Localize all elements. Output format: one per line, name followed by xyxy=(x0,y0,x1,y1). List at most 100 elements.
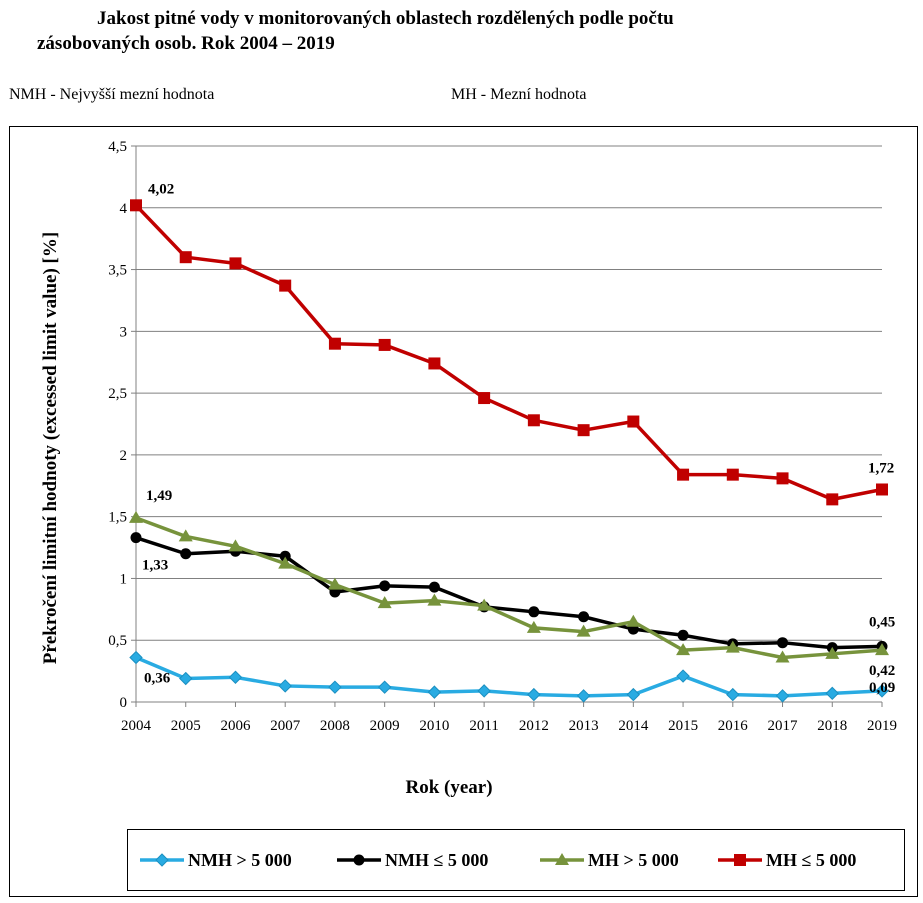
x-tick-label-9: 2013 xyxy=(569,718,599,734)
series-line-mh-small xyxy=(134,204,883,502)
point-nmh-small-2012 xyxy=(528,606,540,618)
point-mh-large-2007 xyxy=(278,556,293,569)
point-mh-small-2009 xyxy=(378,338,391,351)
series-mh-large xyxy=(135,516,883,660)
x-tick-label-7: 2011 xyxy=(469,718,498,734)
point-nmh-large-2009 xyxy=(377,680,392,694)
x-tick-label-2: 2006 xyxy=(220,718,251,734)
point-nmh-large-2019 xyxy=(875,684,889,698)
legend-label-mh-small: MH ≤ 5 000 xyxy=(766,850,856,870)
point-mh-large-2006 xyxy=(228,539,243,552)
x-tick-label-5: 2009 xyxy=(370,718,400,734)
point-mh-large-2018 xyxy=(825,646,840,659)
point-nmh-small-2017 xyxy=(777,637,789,649)
x-tick-label-12: 2016 xyxy=(718,718,749,734)
point-nmh-large-2016 xyxy=(726,687,740,702)
y-axis-label: Překročení limitní hodnoty (excessed lim… xyxy=(40,232,61,664)
point-mh-small-2005 xyxy=(179,251,192,264)
y-tick-label-1: 0,5 xyxy=(108,633,127,649)
x-tick-label-13: 2017 xyxy=(768,718,799,734)
point-mh-small-2011 xyxy=(478,392,491,405)
data-label-7: 0,09 xyxy=(869,680,895,696)
data-label-2: 1,49 xyxy=(146,488,172,504)
point-nmh-large-2007 xyxy=(278,679,292,693)
point-mh-large-2008 xyxy=(327,577,342,590)
point-nmh-small-2007 xyxy=(279,550,291,562)
point-nmh-large-2015 xyxy=(676,669,690,683)
y-tick-label-5: 2,5 xyxy=(108,386,127,402)
point-nmh-large-2012 xyxy=(527,687,541,702)
point-mh-small-2006 xyxy=(229,257,242,270)
point-mh-small-2013 xyxy=(577,424,590,437)
point-mh-large-2012 xyxy=(526,620,541,633)
point-mh-large-2011 xyxy=(477,598,492,611)
x-tick-label-10: 2014 xyxy=(618,718,649,734)
point-mh-large-2005 xyxy=(178,529,193,542)
point-mh-large-2019 xyxy=(875,643,889,656)
point-mh-small-2019 xyxy=(876,483,888,496)
point-nmh-large-2011 xyxy=(477,684,491,698)
point-mh-small-2010 xyxy=(428,357,441,370)
data-label-5: 0,45 xyxy=(869,614,895,630)
series-nmh-large xyxy=(135,655,883,698)
point-nmh-small-2010 xyxy=(428,581,440,593)
x-tick-label-14: 2018 xyxy=(817,718,847,734)
chart-title-line2: zásobovaných osob. Rok 2004 – 2019 xyxy=(37,33,335,54)
point-nmh-large-2006 xyxy=(228,670,243,684)
point-mh-large-2014 xyxy=(626,614,641,627)
point-nmh-large-2014 xyxy=(626,687,641,702)
x-tick-label-11: 2015 xyxy=(668,718,698,734)
point-nmh-large-2008 xyxy=(328,680,342,694)
legend-box xyxy=(127,829,905,891)
data-label-6: 0,42 xyxy=(869,663,895,679)
x-tick-label-4: 2008 xyxy=(320,718,350,734)
y-tick-label-8: 4 xyxy=(120,201,128,217)
point-nmh-large-2010 xyxy=(427,685,442,699)
point-nmh-large-2017 xyxy=(775,689,790,703)
point-mh-large-2004 xyxy=(129,510,143,523)
legend-marker-mh-large xyxy=(555,853,569,865)
point-mh-small-2016 xyxy=(726,468,739,481)
chart-title-line1: Jakost pitné vody v monitorovaných oblas… xyxy=(97,8,674,29)
legend-marker-mh-small xyxy=(734,854,746,866)
point-nmh-small-2015 xyxy=(677,629,689,641)
point-mh-large-2016 xyxy=(725,640,740,653)
point-mh-large-2010 xyxy=(427,593,442,606)
x-tick-label-15: 2019 xyxy=(867,718,897,734)
legend-label-nmh-large: NMH > 5 000 xyxy=(188,850,292,870)
point-mh-small-2012 xyxy=(527,414,540,427)
point-mh-small-2004 xyxy=(130,199,142,212)
x-tick-label-6: 2010 xyxy=(419,718,449,734)
data-label-4: 0,36 xyxy=(144,671,171,687)
series-nmh-small xyxy=(135,536,883,650)
point-mh-small-2015 xyxy=(677,468,690,481)
x-tick-label-3: 2007 xyxy=(270,718,301,734)
series-line-nmh-small xyxy=(135,536,883,650)
point-nmh-small-2009 xyxy=(379,580,391,592)
y-tick-label-7: 3,5 xyxy=(108,263,127,279)
point-mh-small-2008 xyxy=(328,337,341,350)
point-nmh-small-2004 xyxy=(130,532,142,544)
x-tick-label-8: 2012 xyxy=(519,718,549,734)
legend-marker-nmh-small xyxy=(353,854,365,866)
y-tick-label-2: 1 xyxy=(120,571,128,587)
abbreviation-mh: MH - Mezní hodnota xyxy=(451,86,587,103)
point-mh-large-2009 xyxy=(377,596,392,609)
legend-label-mh-large: MH > 5 000 xyxy=(588,850,679,870)
point-nmh-small-2013 xyxy=(578,611,590,623)
y-tick-label-4: 2 xyxy=(120,448,128,464)
legend-label-nmh-small: NMH ≤ 5 000 xyxy=(385,850,488,870)
point-mh-small-2007 xyxy=(279,279,292,292)
series-line-mh-large xyxy=(135,516,883,660)
legend-marker-nmh-large xyxy=(155,853,169,867)
x-tick-label-0: 2004 xyxy=(121,718,152,734)
abbreviation-nmh: NMH - Nejvyšší mezní hodnota xyxy=(9,86,215,103)
series-line-nmh-large xyxy=(135,655,883,698)
y-tick-label-9: 4,5 xyxy=(108,139,127,155)
point-nmh-large-2004 xyxy=(129,650,143,665)
data-label-3: 1,33 xyxy=(142,558,168,574)
y-tick-label-3: 1,5 xyxy=(108,510,127,526)
point-mh-large-2013 xyxy=(576,624,591,637)
x-axis-label: Rok (year) xyxy=(405,777,492,798)
